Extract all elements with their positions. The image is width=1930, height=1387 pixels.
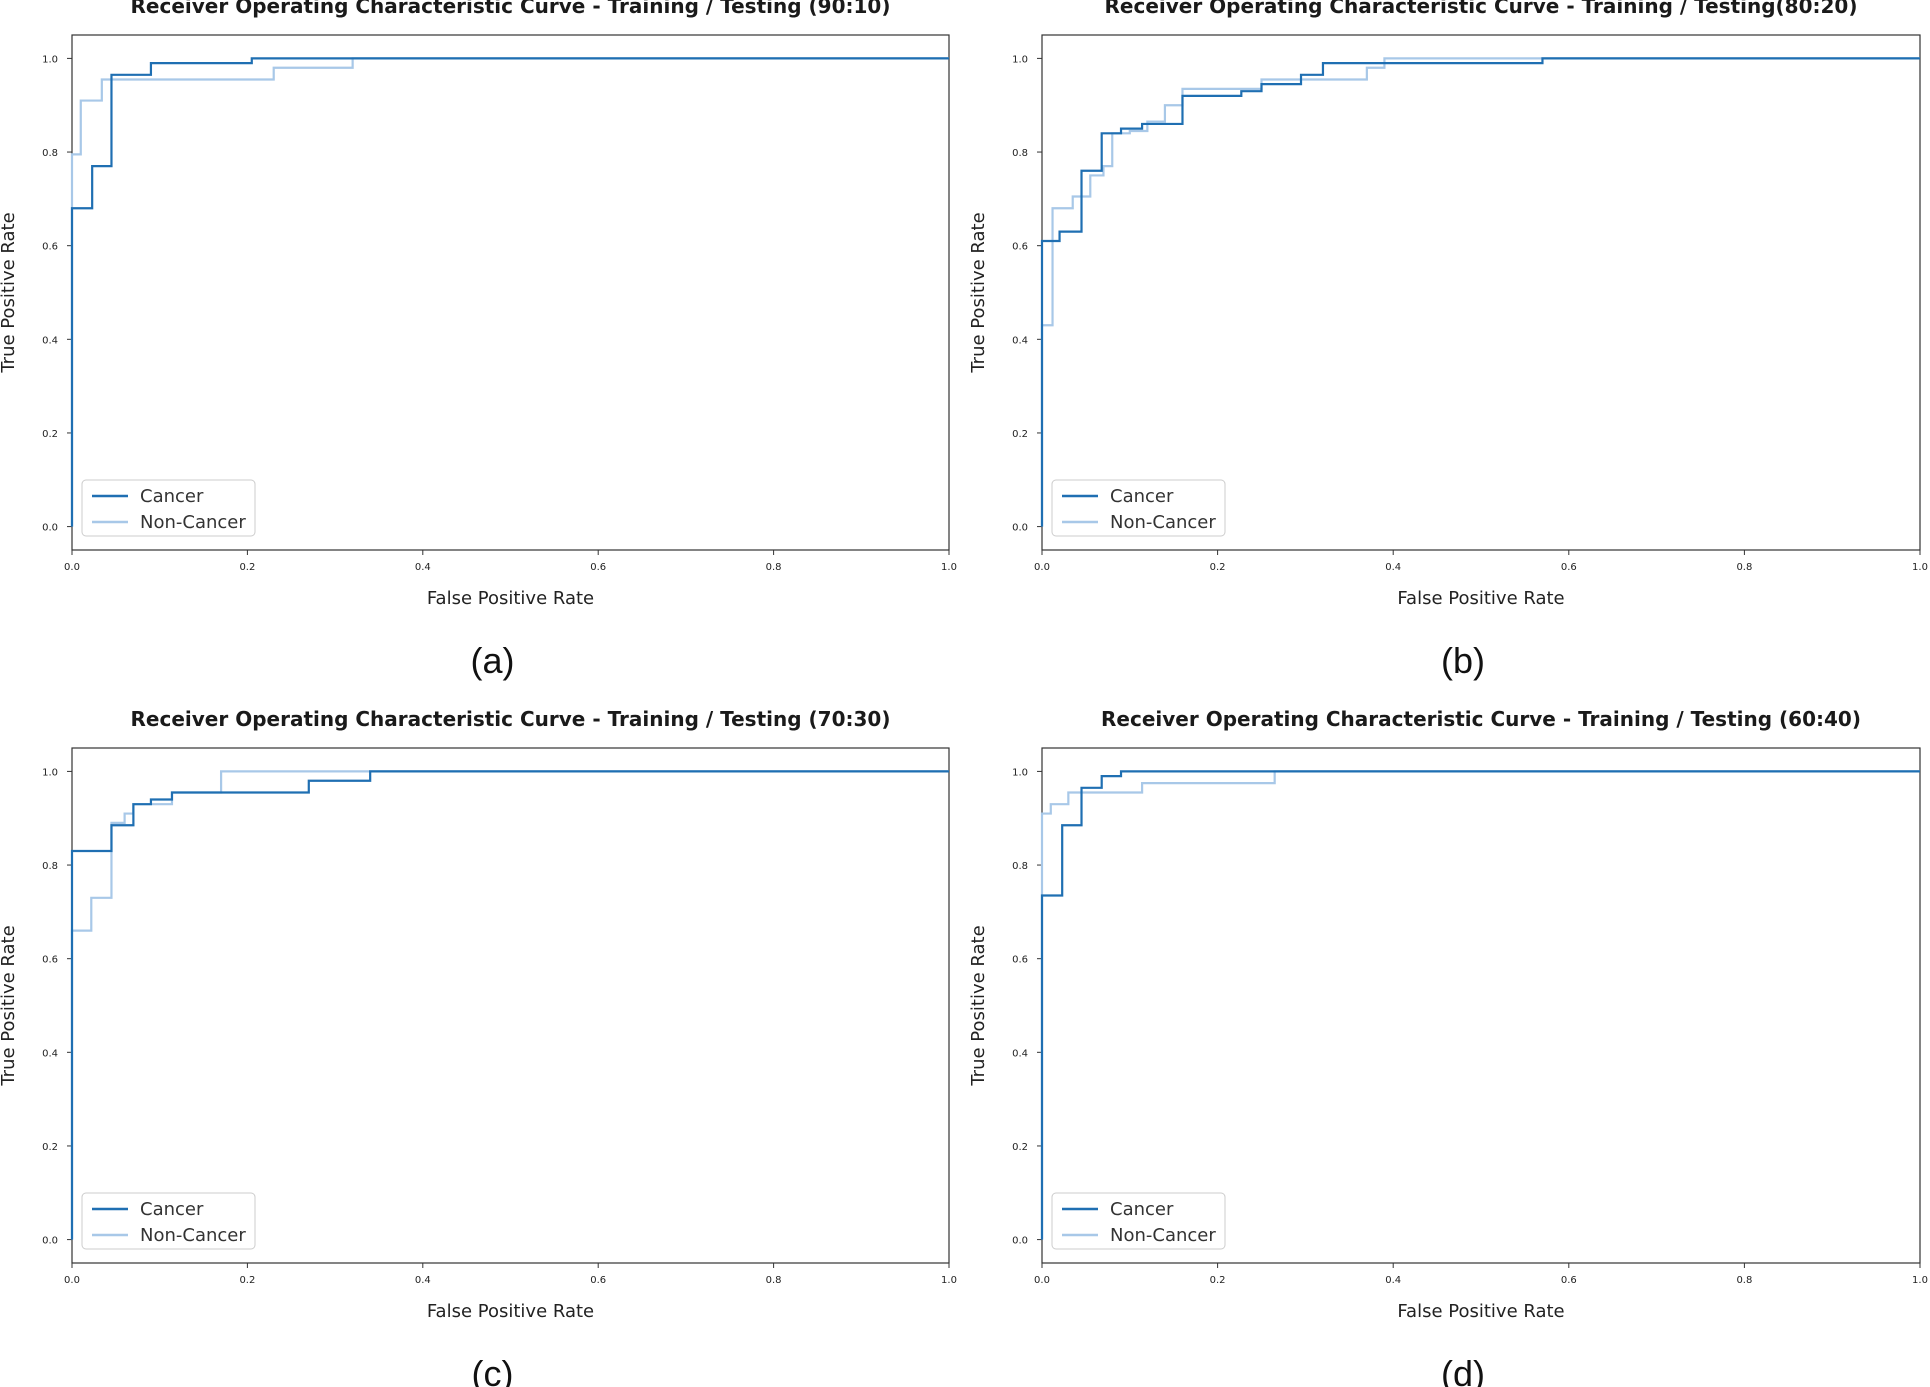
y-tick-label: 0.4: [1012, 335, 1028, 346]
roc-panel-2: Receiver Operating Characteristic Curve …: [968, 0, 1928, 681]
x-tick-label: 0.0: [1034, 562, 1050, 573]
y-tick-label: 1.0: [1012, 767, 1028, 778]
legend: Cancer Non-Cancer: [81, 479, 256, 537]
series-line-non-cancer: [1040, 57, 1920, 527]
y-tick-label: 0.0: [1012, 1236, 1028, 1247]
roc-panel-3: Receiver Operating Characteristic Curve …: [0, 707, 957, 1387]
y-tick-label: 0.8: [1012, 148, 1028, 159]
x-tick-label: 0.6: [1561, 562, 1577, 573]
legend-label: Cancer: [140, 486, 204, 507]
x-tick-label: 1.0: [941, 562, 957, 573]
y-tick-label: 0.6: [42, 242, 58, 253]
legend: Cancer Non-Cancer: [81, 1192, 256, 1250]
y-tick-label: 1.0: [1012, 54, 1028, 65]
series-line-cancer: [70, 57, 949, 527]
panel-label: (d): [1441, 1353, 1485, 1387]
x-tick-label: 0.8: [766, 1275, 782, 1286]
legend-label: Non-Cancer: [1110, 512, 1216, 533]
y-axis-label: True Positive Rate: [968, 212, 989, 373]
x-axis-label: False Positive Rate: [427, 1301, 594, 1322]
x-tick-label: 0.6: [1561, 1275, 1577, 1286]
x-tick-label: 0.4: [415, 1275, 431, 1286]
x-tick-label: 0.6: [590, 1275, 606, 1286]
y-axis-label: True Positive Rate: [0, 212, 19, 373]
legend-label: Cancer: [140, 1199, 204, 1220]
x-tick-label: 0.8: [1736, 1275, 1752, 1286]
axes-frame: [71, 34, 950, 551]
legend-label: Cancer: [1110, 1199, 1174, 1220]
x-tick-label: 0.4: [1385, 1275, 1401, 1286]
x-tick-label: 1.0: [941, 1275, 957, 1286]
series-line-non-cancer: [1040, 770, 1920, 1240]
y-tick-label: 0.6: [1012, 955, 1028, 966]
legend-label: Cancer: [1110, 486, 1174, 507]
legend: Cancer Non-Cancer: [1051, 1192, 1226, 1250]
y-tick-label: 0.8: [1012, 861, 1028, 872]
legend-label: Non-Cancer: [1110, 1225, 1216, 1246]
y-axis-label: True Positive Rate: [968, 925, 989, 1086]
x-tick-label: 1.0: [1912, 1275, 1928, 1286]
chart-title: Receiver Operating Characteristic Curve …: [1105, 0, 1858, 18]
y-tick-label: 0.2: [1012, 1142, 1028, 1153]
y-tick-label: 0.0: [42, 523, 58, 534]
series-line-cancer: [1040, 57, 1920, 527]
y-tick-label: 0.8: [42, 148, 58, 159]
x-tick-label: 0.8: [766, 562, 782, 573]
x-tick-label: 0.0: [64, 562, 80, 573]
y-tick-label: 0.4: [1012, 1048, 1028, 1059]
x-tick-label: 0.4: [1385, 562, 1401, 573]
y-tick-label: 0.2: [1012, 429, 1028, 440]
x-axis-label: False Positive Rate: [1397, 1301, 1564, 1322]
legend: Cancer Non-Cancer: [1051, 479, 1226, 537]
y-tick-label: 1.0: [42, 767, 58, 778]
x-tick-label: 0.2: [239, 562, 255, 573]
x-axis-label: False Positive Rate: [427, 588, 594, 609]
x-axis-label: False Positive Rate: [1397, 588, 1564, 609]
x-tick-label: 0.2: [1210, 1275, 1226, 1286]
legend-label: Non-Cancer: [140, 1225, 246, 1246]
panel-label: (b): [1441, 640, 1485, 681]
y-tick-label: 0.0: [42, 1236, 58, 1247]
y-tick-label: 0.2: [42, 429, 58, 440]
axes-frame: [71, 747, 950, 1264]
roc-panel-1: Receiver Operating Characteristic Curve …: [0, 0, 957, 681]
y-tick-label: 0.8: [42, 861, 58, 872]
roc-panel-4: Receiver Operating Characteristic Curve …: [968, 707, 1928, 1387]
y-tick-label: 0.6: [42, 955, 58, 966]
y-tick-label: 0.4: [42, 335, 58, 346]
chart-title: Receiver Operating Characteristic Curve …: [131, 707, 891, 731]
panel-label: (c): [472, 1353, 514, 1387]
panel-label: (a): [471, 640, 515, 681]
y-tick-label: 0.2: [42, 1142, 58, 1153]
axes-frame: [1041, 747, 1921, 1264]
x-tick-label: 0.0: [64, 1275, 80, 1286]
x-tick-label: 0.2: [239, 1275, 255, 1286]
series-line-cancer: [1040, 770, 1920, 1240]
x-tick-label: 0.4: [415, 562, 431, 573]
x-tick-label: 0.8: [1736, 562, 1752, 573]
y-axis-label: True Positive Rate: [0, 925, 19, 1086]
x-tick-label: 1.0: [1912, 562, 1928, 573]
axes-frame: [1041, 34, 1921, 551]
y-tick-label: 0.4: [42, 1048, 58, 1059]
series-line-non-cancer: [70, 57, 949, 527]
x-tick-label: 0.2: [1210, 562, 1226, 573]
y-tick-label: 0.0: [1012, 523, 1028, 534]
x-tick-label: 0.6: [590, 562, 606, 573]
chart-title: Receiver Operating Characteristic Curve …: [1101, 707, 1861, 731]
series-line-non-cancer: [70, 770, 949, 1240]
legend-label: Non-Cancer: [140, 512, 246, 533]
series-line-cancer: [70, 770, 949, 1240]
y-tick-label: 1.0: [42, 54, 58, 65]
chart-title: Receiver Operating Characteristic Curve …: [131, 0, 891, 18]
y-tick-label: 0.6: [1012, 242, 1028, 253]
x-tick-label: 0.0: [1034, 1275, 1050, 1286]
